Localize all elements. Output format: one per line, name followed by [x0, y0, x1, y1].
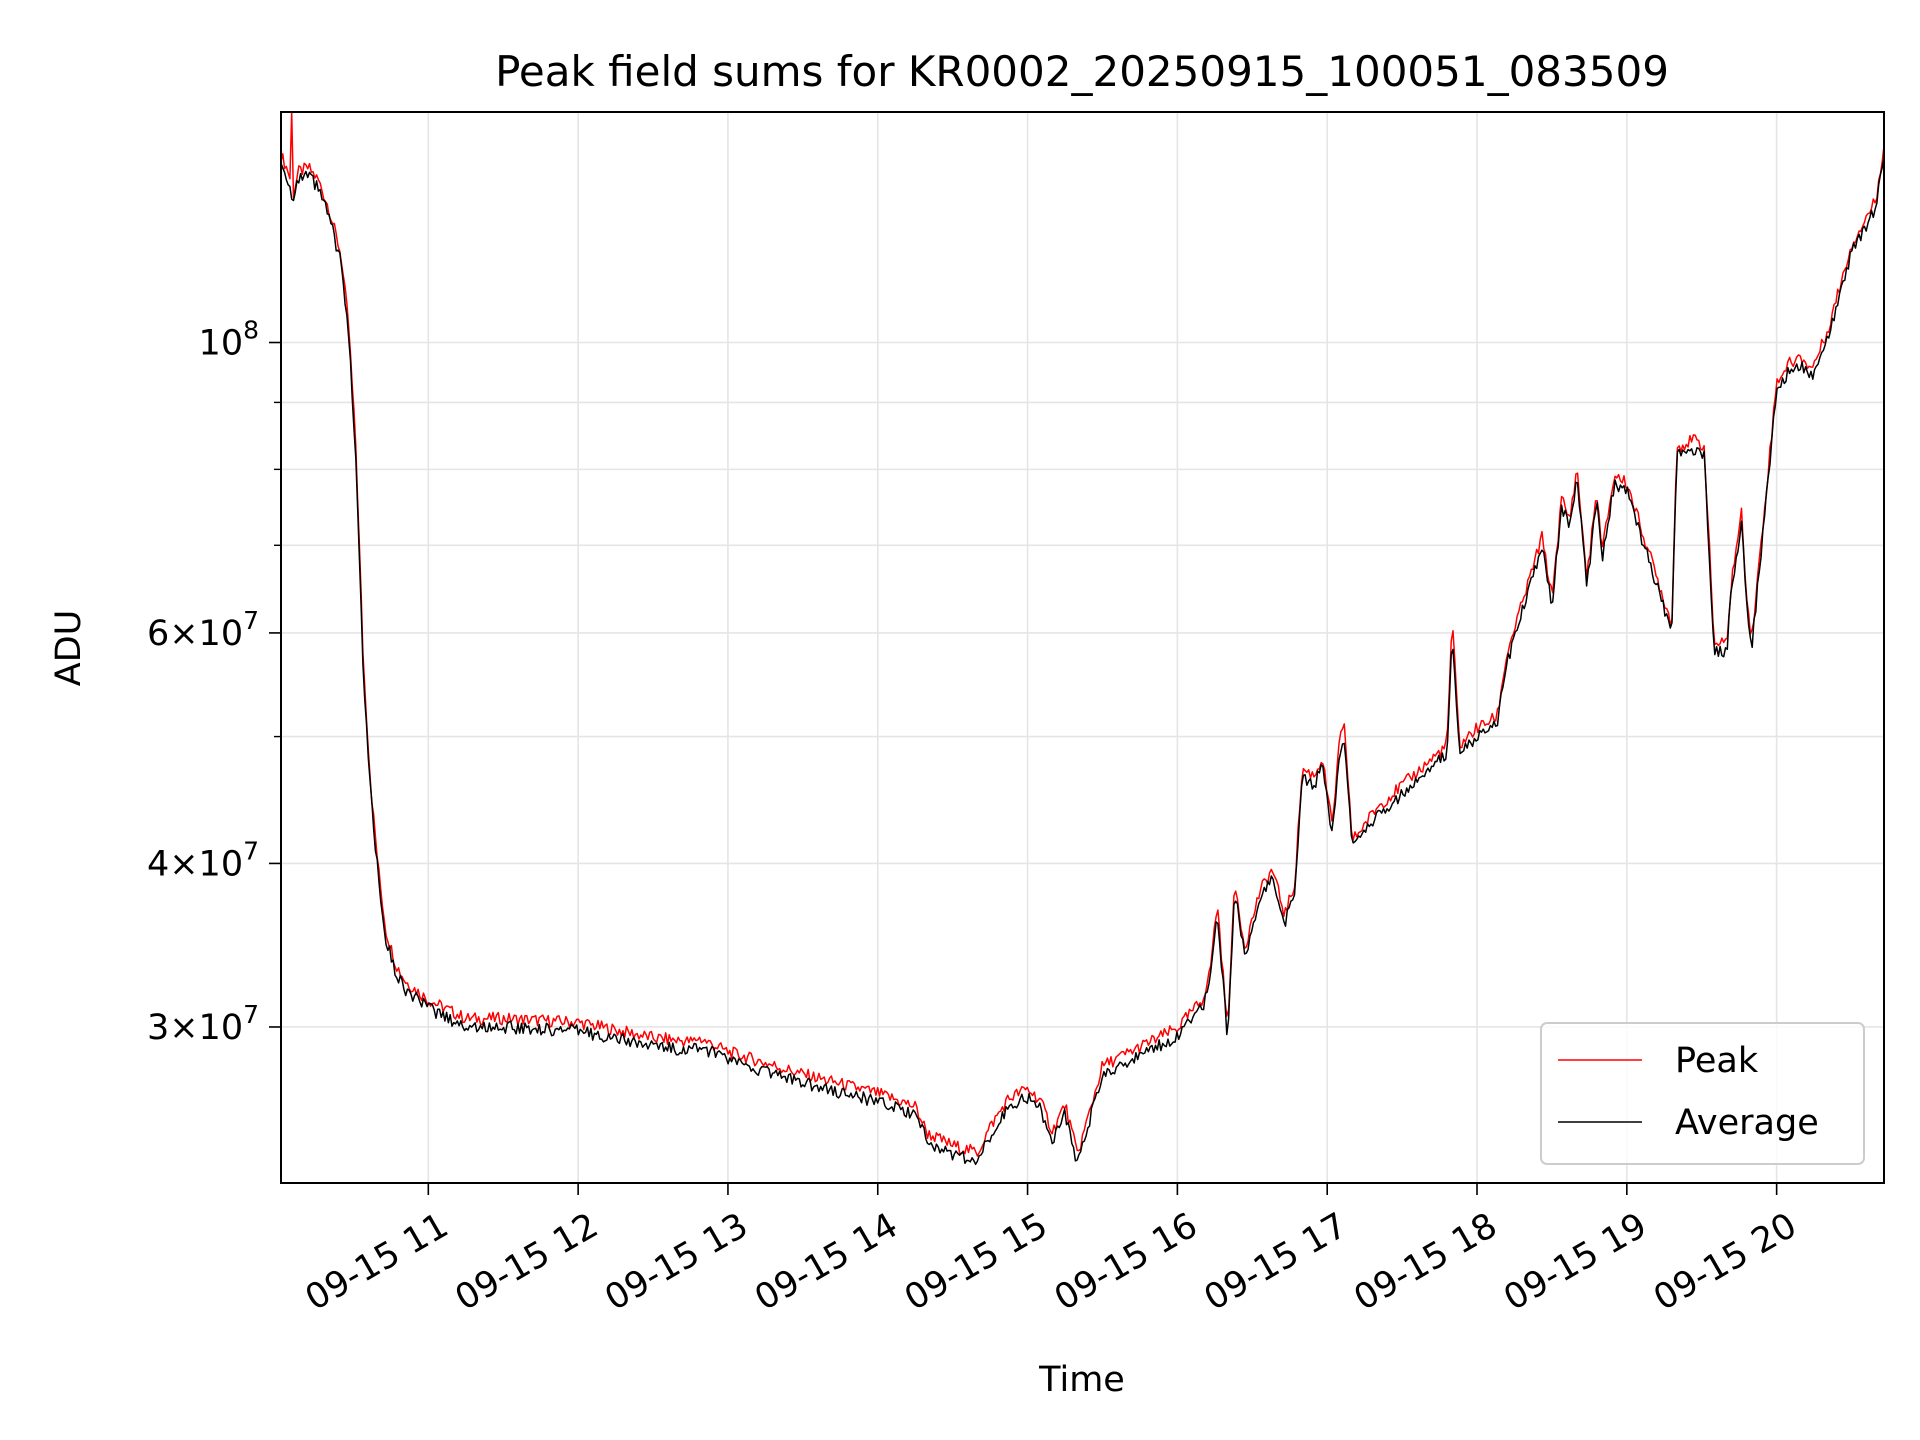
- plot-frame: [280, 111, 1885, 1184]
- y-axis-label: ADU: [49, 610, 89, 687]
- series-line-average: [280, 157, 1885, 1166]
- legend-box: [1540, 1022, 1865, 1165]
- y-tick-label: 3×107: [147, 1000, 259, 1048]
- x-axis-label: Time: [1038, 1360, 1125, 1400]
- y-tick-label: 4×107: [147, 836, 259, 884]
- legend: Peak Average: [1540, 1022, 1865, 1165]
- y-tick-label: 6×107: [147, 606, 259, 654]
- chart-title: Peak field sums for KR0002_20250915_1000…: [495, 47, 1669, 96]
- legend-label-average: Average: [1675, 1103, 1819, 1143]
- series-lines: [280, 111, 1885, 1166]
- legend-label-peak: Peak: [1675, 1041, 1759, 1081]
- y-tick-label: 108: [199, 316, 259, 364]
- y-axis-ticks: 3×107 4×107 6×107 108: [147, 316, 281, 1048]
- series-line-peak: [280, 111, 1885, 1157]
